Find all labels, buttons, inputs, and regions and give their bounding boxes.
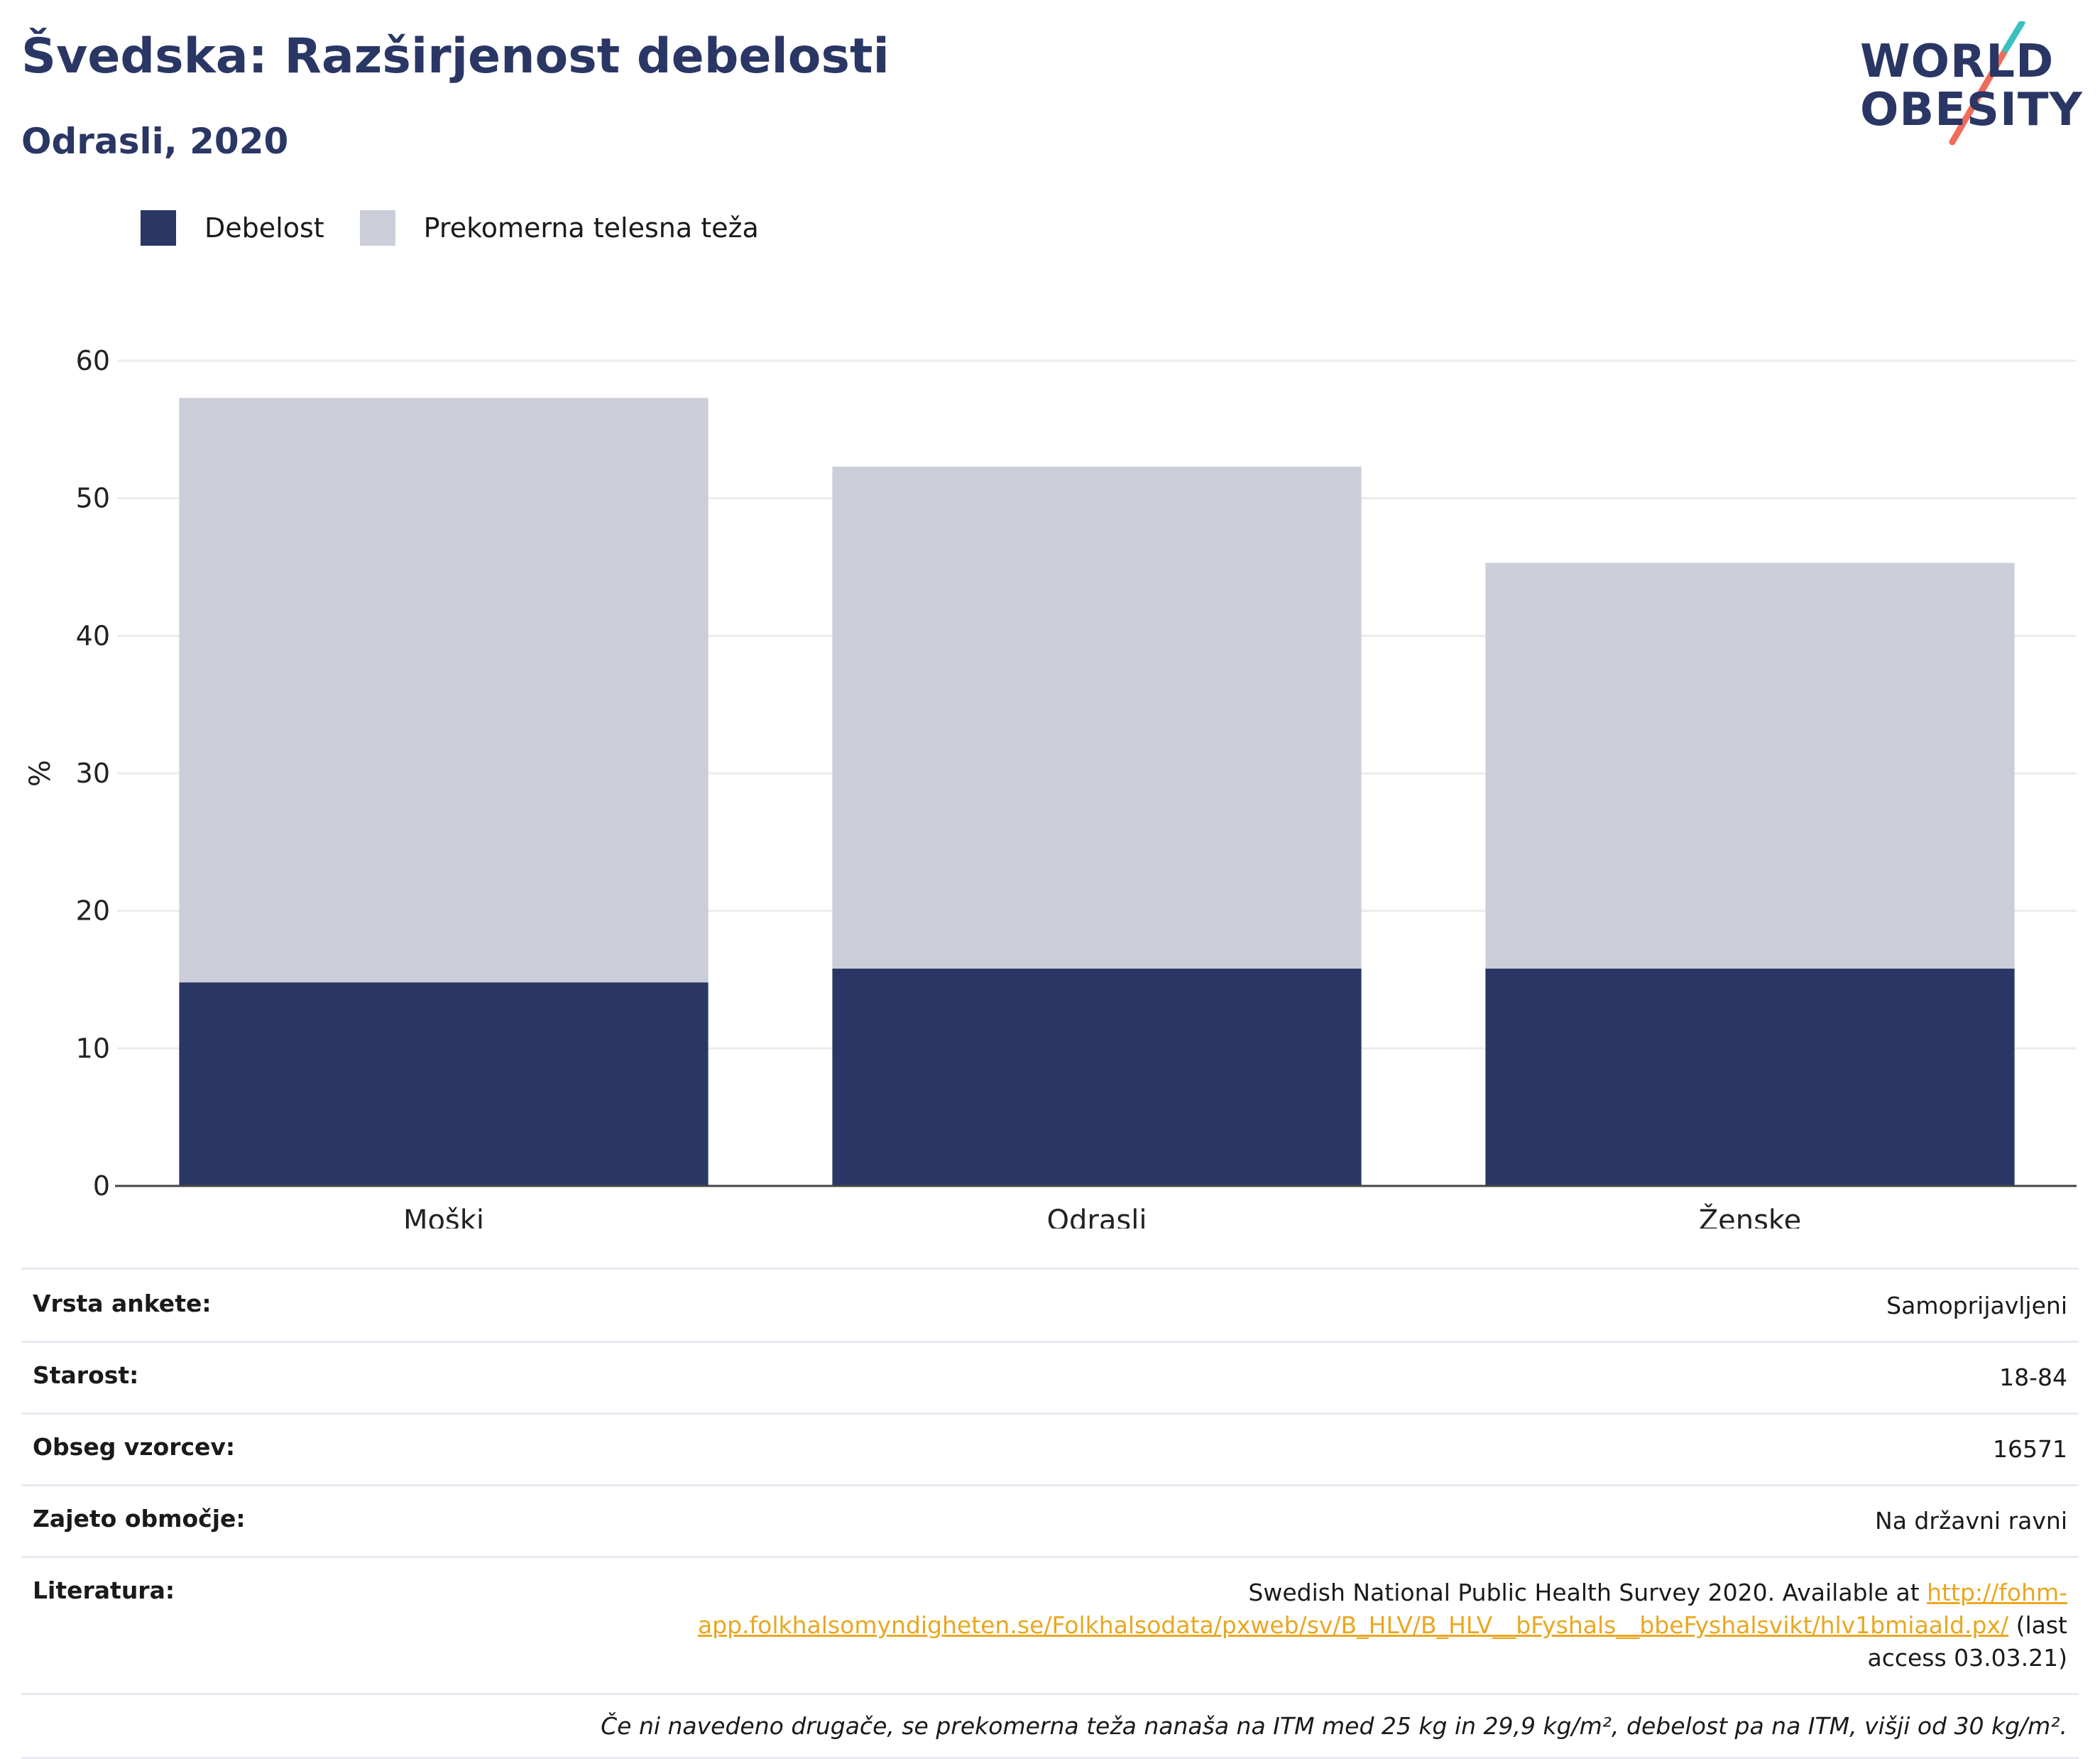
legend-swatch-obesity	[141, 210, 176, 246]
info-label: Zajeto območje:	[33, 1505, 246, 1532]
info-row-coverage: Zajeto območje: Na državni ravni	[21, 1484, 2079, 1556]
info-label: Literatura:	[33, 1576, 175, 1604]
y-tick-label: 40	[76, 620, 110, 651]
info-value: 18-84	[1999, 1363, 2067, 1391]
literature-text: Swedish National Public Health Survey 20…	[1248, 1579, 1927, 1606]
info-table: Vrsta ankete: Samoprijavljeni Starost: 1…	[21, 1268, 2079, 1759]
literature-link[interactable]: http://fohm-app.folkhalsomyndigheten.se/…	[697, 1579, 2067, 1639]
info-label: Starost:	[33, 1361, 139, 1389]
logo-slash-icon	[1949, 21, 2025, 146]
chart-legend: Debelost Prekomerna telesna teža	[141, 210, 794, 246]
info-label: Obseg vzorcev:	[33, 1433, 236, 1461]
world-obesity-logo: WORLD OBESITY	[1846, 21, 2087, 149]
y-tick-label: 0	[93, 1170, 110, 1202]
info-value: 16571	[1993, 1435, 2067, 1463]
info-value: Swedish National Public Health Survey 20…	[647, 1576, 2067, 1674]
info-row-literature: Literatura: Swedish National Public Heal…	[21, 1556, 2079, 1693]
info-label: Vrsta ankete:	[33, 1290, 212, 1317]
page-subtitle: Odrasli, 2020	[21, 121, 289, 162]
logo-line1: WORLD	[1860, 36, 2055, 88]
legend-label-overweight: Prekomerna telesna teža	[423, 212, 759, 244]
legend-swatch-overweight	[359, 210, 395, 246]
page-title: Švedska: Razširjenost debelosti	[21, 28, 890, 85]
bar-overweight	[832, 467, 1362, 969]
x-tick-label: Moški	[403, 1204, 484, 1229]
y-tick-label: 20	[76, 895, 110, 927]
y-axis-label: %	[24, 760, 57, 787]
stacked-bar-chart: 0 10 20 30 40 50 60% Moški Odrasli Ženske	[24, 345, 2077, 1229]
definition-note: Če ni navedeno drugače, se prekomerna te…	[21, 1693, 2079, 1759]
bar-obesity	[832, 969, 1362, 1186]
info-row-survey-type: Vrsta ankete: Samoprijavljeni	[21, 1268, 2079, 1341]
y-tick-label: 10	[76, 1033, 110, 1064]
bar-overweight	[179, 398, 709, 983]
x-tick-label: Ženske	[1699, 1203, 1802, 1229]
y-tick-label: 50	[76, 483, 110, 514]
y-tick-label: 30	[76, 758, 110, 789]
bar-obesity	[1485, 969, 2015, 1186]
info-value: Samoprijavljeni	[1886, 1292, 2067, 1319]
legend-item-obesity: Debelost	[141, 210, 324, 246]
bar-overweight	[1485, 562, 2015, 969]
x-tick-label: Odrasli	[1047, 1204, 1147, 1229]
legend-label-obesity: Debelost	[204, 212, 324, 244]
info-value: Na državni ravni	[1875, 1507, 2067, 1535]
bar-obesity	[179, 982, 709, 1186]
legend-item-overweight: Prekomerna telesna teža	[359, 210, 759, 246]
info-row-age: Starost: 18-84	[21, 1341, 2079, 1412]
literature-tail: (last access 03.03.21)	[1867, 1611, 2067, 1672]
y-tick-label: 60	[76, 345, 110, 376]
info-row-sample-size: Obseg vzorcev: 16571	[21, 1412, 2079, 1484]
logo-line2: OBESITY	[1860, 84, 2083, 136]
